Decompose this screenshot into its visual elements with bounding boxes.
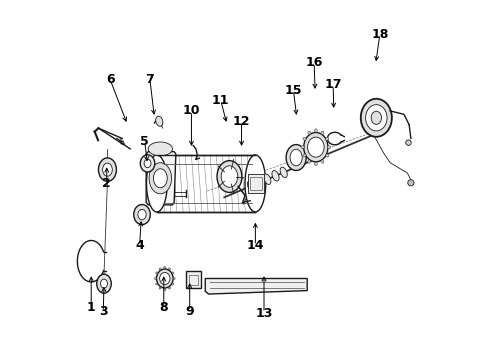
Ellipse shape: [308, 160, 311, 163]
Polygon shape: [205, 279, 307, 294]
Text: 10: 10: [183, 104, 200, 117]
Text: 8: 8: [159, 301, 168, 314]
Ellipse shape: [286, 145, 306, 171]
Text: 16: 16: [305, 56, 323, 69]
Ellipse shape: [371, 111, 382, 124]
Ellipse shape: [159, 287, 161, 289]
Ellipse shape: [98, 158, 117, 181]
Text: 3: 3: [99, 305, 108, 318]
Ellipse shape: [315, 162, 317, 166]
Ellipse shape: [308, 131, 311, 134]
Ellipse shape: [159, 268, 161, 270]
Ellipse shape: [264, 174, 271, 184]
Ellipse shape: [408, 180, 414, 186]
Ellipse shape: [247, 181, 255, 191]
Ellipse shape: [164, 266, 166, 269]
Ellipse shape: [148, 142, 172, 156]
Ellipse shape: [321, 160, 324, 163]
Text: 9: 9: [185, 305, 194, 318]
Ellipse shape: [140, 155, 155, 172]
Ellipse shape: [301, 146, 304, 149]
Text: 13: 13: [255, 307, 273, 320]
Ellipse shape: [290, 149, 302, 166]
Ellipse shape: [173, 278, 175, 279]
Ellipse shape: [102, 163, 112, 176]
Text: 18: 18: [371, 28, 389, 41]
Ellipse shape: [315, 129, 317, 132]
Ellipse shape: [304, 132, 328, 162]
Ellipse shape: [361, 99, 392, 137]
Ellipse shape: [366, 105, 387, 131]
Ellipse shape: [256, 177, 263, 188]
Ellipse shape: [325, 154, 329, 157]
Ellipse shape: [147, 155, 167, 212]
Ellipse shape: [327, 146, 331, 149]
Text: 15: 15: [285, 84, 302, 96]
Polygon shape: [146, 152, 176, 205]
Ellipse shape: [172, 272, 174, 274]
Ellipse shape: [172, 283, 174, 285]
Bar: [250, 177, 262, 189]
Ellipse shape: [156, 269, 173, 288]
Ellipse shape: [153, 169, 167, 188]
Text: 1: 1: [87, 301, 96, 314]
Ellipse shape: [303, 138, 306, 140]
Ellipse shape: [156, 283, 158, 285]
Ellipse shape: [149, 163, 172, 194]
Text: 17: 17: [324, 78, 342, 91]
Text: 7: 7: [146, 73, 154, 86]
Ellipse shape: [144, 159, 151, 167]
Ellipse shape: [221, 166, 238, 187]
Ellipse shape: [280, 167, 287, 177]
Ellipse shape: [156, 116, 163, 126]
Ellipse shape: [100, 279, 107, 288]
Ellipse shape: [97, 274, 111, 293]
Bar: [248, 174, 264, 193]
Text: 14: 14: [246, 239, 264, 252]
Ellipse shape: [406, 140, 411, 145]
Ellipse shape: [156, 272, 158, 274]
Ellipse shape: [134, 204, 150, 225]
Ellipse shape: [154, 278, 156, 279]
Ellipse shape: [169, 287, 171, 289]
Bar: [189, 275, 197, 285]
Ellipse shape: [321, 131, 324, 134]
Text: 12: 12: [233, 115, 250, 128]
Ellipse shape: [160, 273, 170, 284]
Ellipse shape: [217, 161, 242, 193]
Bar: [186, 271, 201, 288]
Ellipse shape: [245, 155, 266, 212]
Ellipse shape: [272, 171, 279, 181]
Text: 5: 5: [141, 135, 149, 148]
Ellipse shape: [308, 137, 324, 157]
Text: 4: 4: [135, 239, 144, 252]
Ellipse shape: [169, 268, 171, 270]
Ellipse shape: [164, 288, 166, 291]
Text: 2: 2: [102, 177, 111, 190]
Ellipse shape: [303, 154, 306, 157]
Text: 6: 6: [106, 73, 115, 86]
Ellipse shape: [138, 210, 146, 220]
Text: 11: 11: [212, 94, 229, 107]
Bar: [157, 155, 255, 212]
Ellipse shape: [325, 138, 329, 140]
